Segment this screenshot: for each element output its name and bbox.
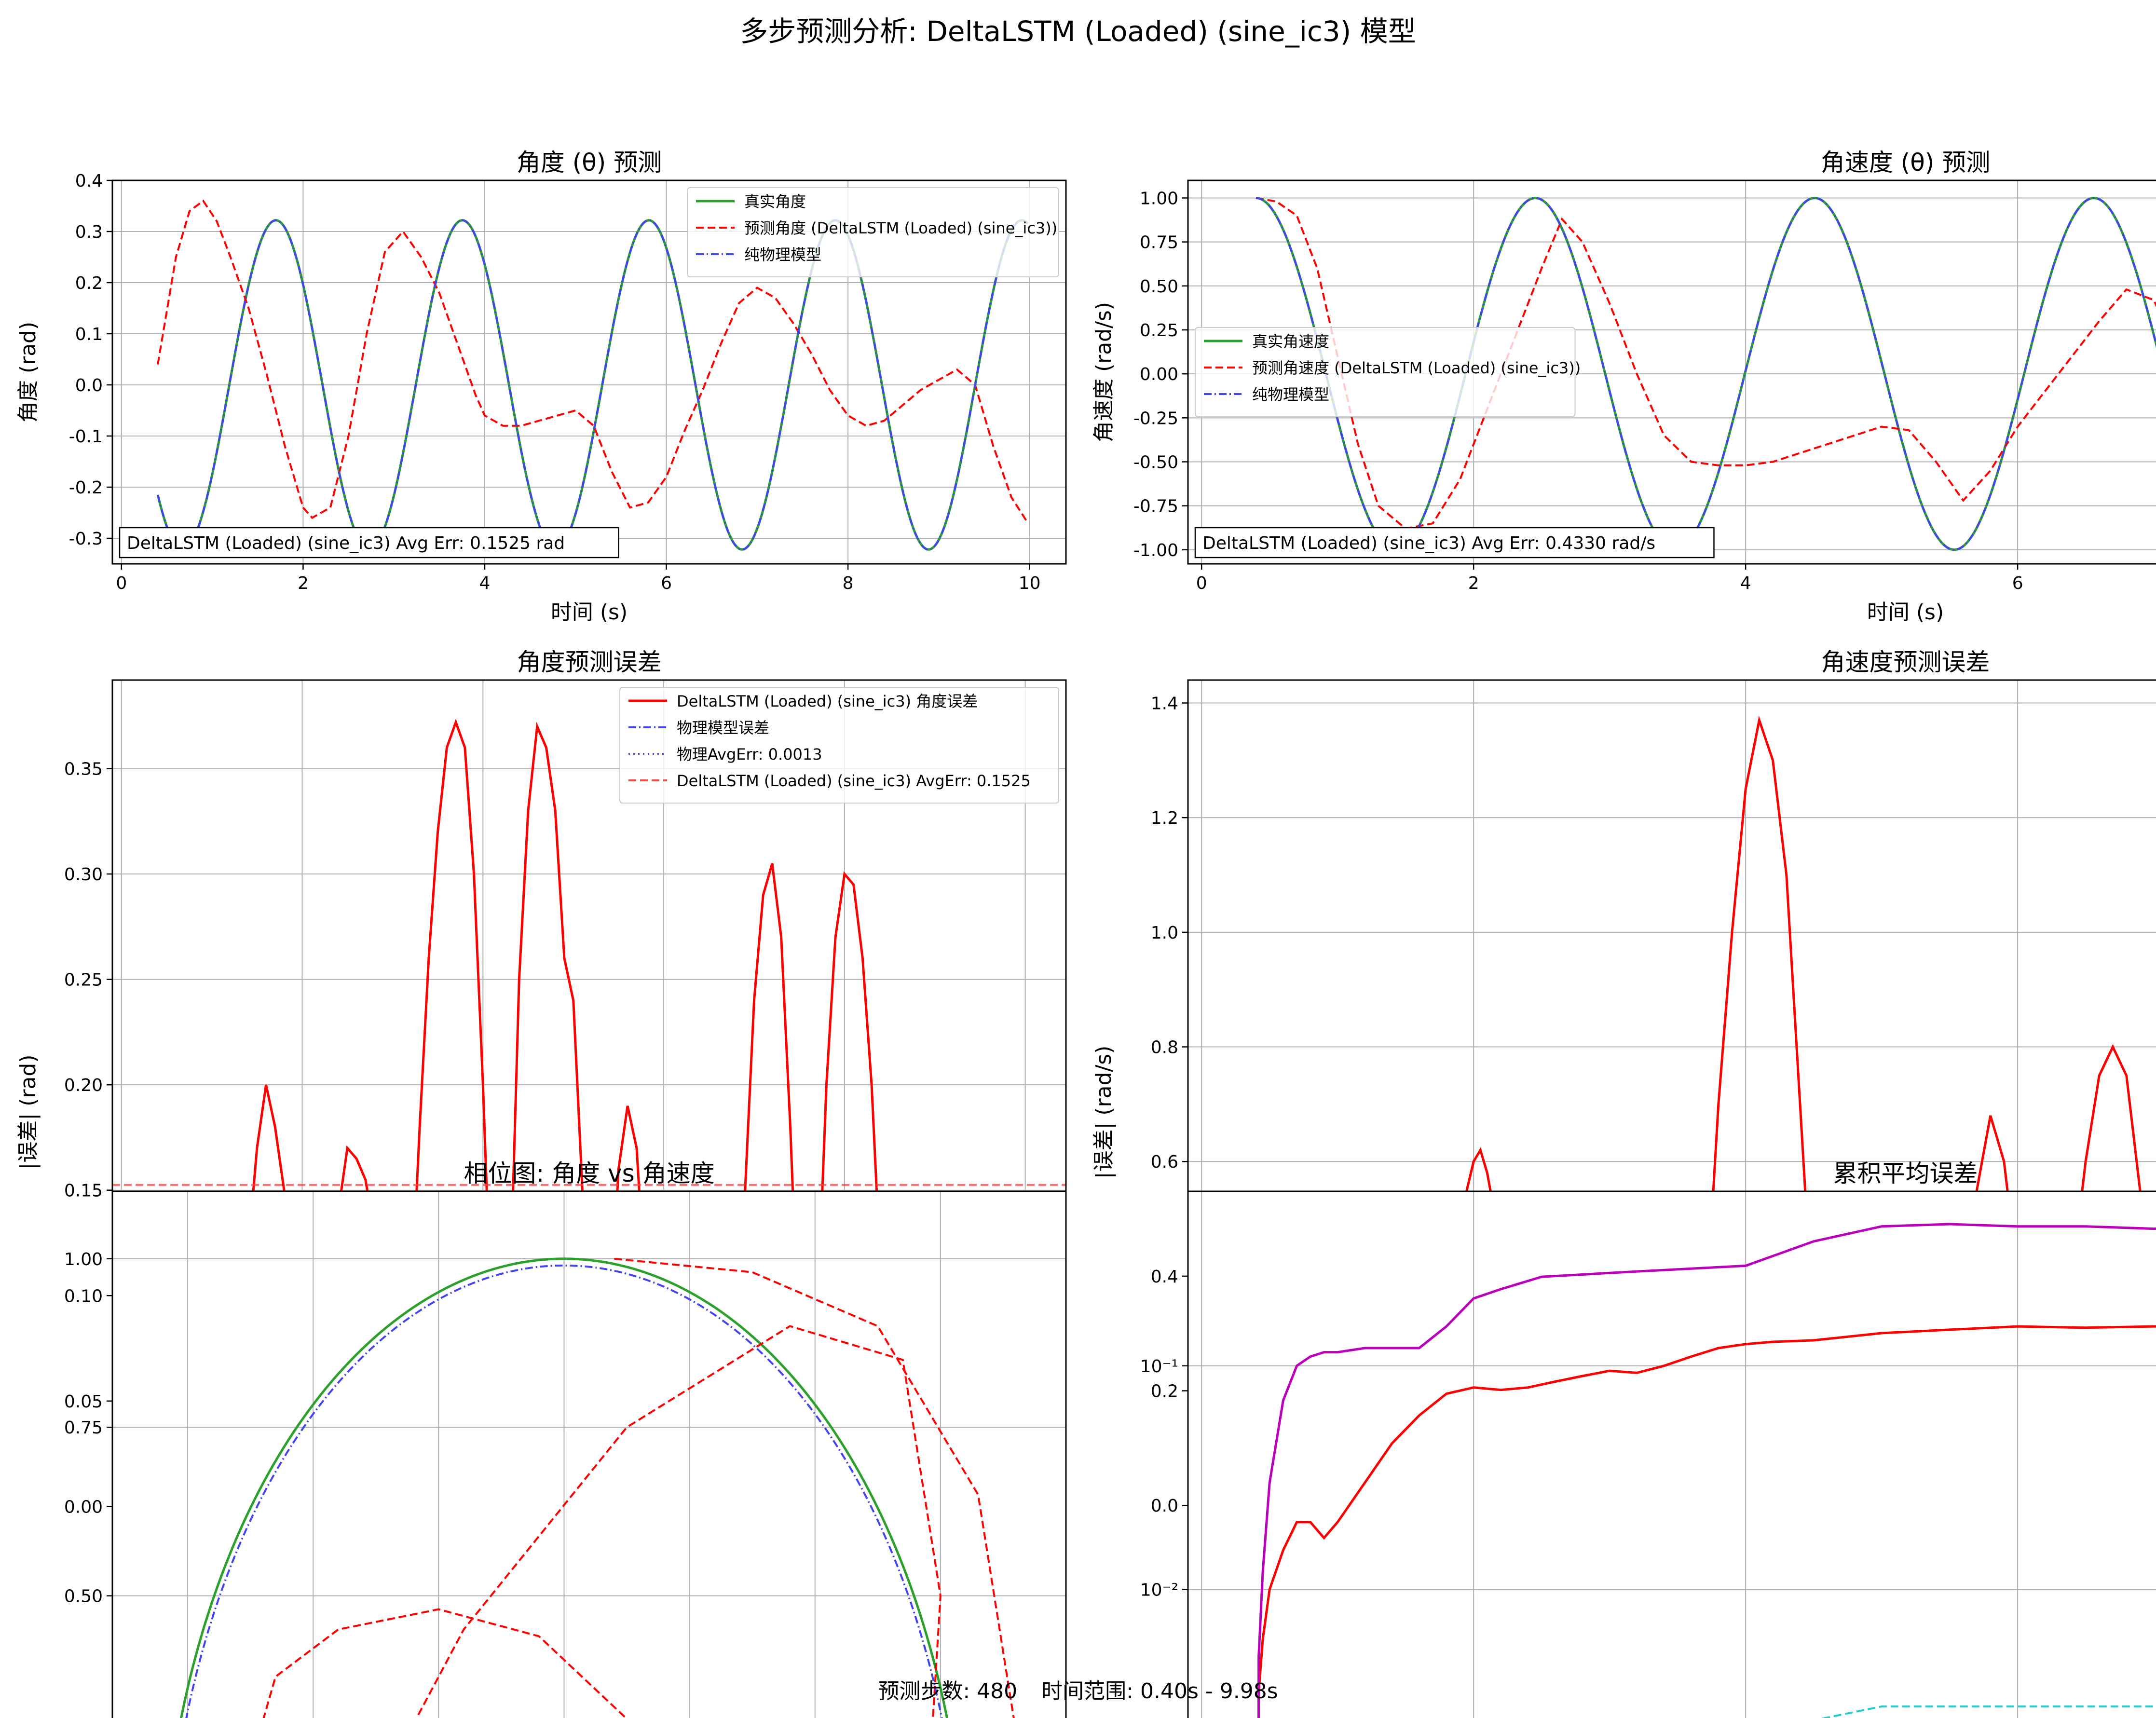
legend-label: DeltaLSTM (Loaded) (sine_ic3) AvgErr: 0.… <box>677 772 1031 790</box>
chart-1: 0 2 4 6 8 10 -0.3 -0.2 -0.1 0.0 0.1 0.2 0.3 0.4 角度 (θ)… <box>16 149 1066 625</box>
y-axis-label: 角速度 (rad/s) <box>1092 302 1116 442</box>
y-axis-label: |误差| (rad/s) <box>1092 1046 1116 1179</box>
legend-label: 真实角速度 <box>1252 332 1329 351</box>
y-tick-label: 0.25 <box>1140 321 1178 341</box>
y-tick-label: 0.75 <box>64 1418 103 1438</box>
y-tick-label: 0.00 <box>64 1497 103 1517</box>
y-tick-label: 0.4 <box>75 171 103 191</box>
legend-label: DeltaLSTM (Loaded) (sine_ic3) 角度误差 <box>677 692 978 710</box>
y-tick-label: 0.6 <box>1151 1152 1178 1172</box>
y-tick-label: 1.4 <box>1151 694 1178 714</box>
y-tick-label: -0.1 <box>69 427 103 447</box>
y-tick-label: 0.50 <box>1140 277 1178 297</box>
annotation-text: DeltaLSTM (Loaded) (sine_ic3) Avg Err: 0… <box>127 533 565 553</box>
chart-2: 0246810-1.00-0.75-0.50-0.250.000.250.500… <box>1092 149 2156 625</box>
footer-range: 时间范围: 0.40s - 9.98s <box>1041 1679 1278 1704</box>
legend-label: 纯物理模型 <box>744 245 821 264</box>
y-tick-label: 0.1 <box>75 325 103 344</box>
chart-title: 角速度 (θ) 预测 <box>1821 149 1990 177</box>
y-tick-label: 0.2 <box>1151 1382 1178 1402</box>
chart-6: 024681010⁻⁶10⁻⁵10⁻⁴10⁻³10⁻²10⁻¹累积平均误差时间 … <box>1092 1159 2156 1718</box>
chart-title: 角速度预测误差 <box>1821 648 1990 676</box>
legend-label: 预测角速度 (DeltaLSTM (Loaded) (sine_ic3)) <box>1252 359 1581 377</box>
y-tick-label: 0.75 <box>1140 233 1178 253</box>
y-tick-label: 0.8 <box>1151 1038 1178 1058</box>
chart-title: 相位图: 角度 vs 角速度 <box>464 1159 714 1187</box>
y-tick-label: 0.0 <box>75 376 103 395</box>
y-tick-label: 0.0 <box>1151 1496 1178 1516</box>
y-tick-label: -0.3 <box>69 529 103 549</box>
y-tick-label: 0.30 <box>64 865 103 885</box>
x-tick-label: 8 <box>843 573 854 593</box>
y-tick-label: 1.0 <box>1151 923 1178 943</box>
x-axis-label: 时间 (s) <box>1867 600 1944 625</box>
y-tick-label: 0.50 <box>64 1587 103 1607</box>
y-tick-label: -0.25 <box>1133 409 1178 428</box>
annotation-text: DeltaLSTM (Loaded) (sine_ic3) Avg Err: 0… <box>1202 533 1655 553</box>
x-tick-label: 0 <box>116 573 127 593</box>
legend-label: 预测角度 (DeltaLSTM (Loaded) (sine_ic3)) <box>744 219 1057 237</box>
y-tick-label: 0.3 <box>75 222 103 242</box>
chart-title: 角度预测误差 <box>517 648 662 676</box>
y-tick-label: 0.25 <box>64 970 103 990</box>
y-tick-label: 0.15 <box>64 1181 103 1201</box>
y-tick-label: 0.20 <box>64 1076 103 1095</box>
y-tick-label: 0.10 <box>64 1286 103 1306</box>
y-tick-label: 1.2 <box>1151 808 1178 828</box>
legend-label: 纯物理模型 <box>1252 385 1329 404</box>
y-tick-label: 0.4 <box>1151 1267 1178 1287</box>
y-tick-label: 10⁻¹ <box>1140 1357 1178 1377</box>
figure-footer: 预测步数: 480 时间范围: 0.40s - 9.98s <box>0 1674 2156 1704</box>
chart-title: 累积平均误差 <box>1833 1159 1978 1187</box>
chart-title: 角度 (θ) 预测 <box>517 149 662 177</box>
legend-label: 物理模型误差 <box>677 719 769 737</box>
y-tick-label: -0.50 <box>1133 452 1178 472</box>
x-tick-label: 6 <box>661 573 672 593</box>
y-tick-label: -1.00 <box>1133 541 1178 560</box>
x-tick-label: 2 <box>298 573 309 593</box>
y-tick-label: -0.75 <box>1133 497 1178 517</box>
x-tick-label: 2 <box>1468 573 1479 593</box>
x-tick-label: 0 <box>1196 573 1207 593</box>
y-tick-label: 0.2 <box>75 273 103 293</box>
y-axis-label: 角度 (rad) <box>16 322 41 423</box>
legend-label: 物理AvgErr: 0.0013 <box>677 745 822 764</box>
x-tick-label: 4 <box>1740 573 1751 593</box>
x-axis-label: 时间 (s) <box>551 600 628 625</box>
y-tick-label: 1.00 <box>1140 189 1178 208</box>
legend: DeltaLSTM (Loaded) (sine_ic3) 角度误差物理模型误差… <box>620 687 1059 803</box>
y-tick-label: 0.05 <box>64 1392 103 1412</box>
y-tick-label: -0.2 <box>69 478 103 498</box>
x-tick-label: 4 <box>479 573 491 593</box>
chart-5: -0.3-0.2-0.10.00.10.20.30.4-1.00-0.75-0.… <box>16 1159 1080 1718</box>
y-tick-label: 1.00 <box>64 1250 103 1269</box>
footer-steps: 预测步数: 480 <box>878 1679 1017 1704</box>
plot-area <box>112 1191 1066 1718</box>
x-tick-label: 6 <box>2012 573 2023 593</box>
y-axis-label: |误差| (rad) <box>16 1055 41 1170</box>
y-tick-label: 10⁻² <box>1140 1581 1178 1600</box>
y-tick-label: 0.35 <box>64 760 103 779</box>
x-tick-label: 10 <box>1019 573 1041 593</box>
y-tick-label: 0.00 <box>1140 365 1178 384</box>
legend-label: 真实角度 <box>744 192 806 211</box>
